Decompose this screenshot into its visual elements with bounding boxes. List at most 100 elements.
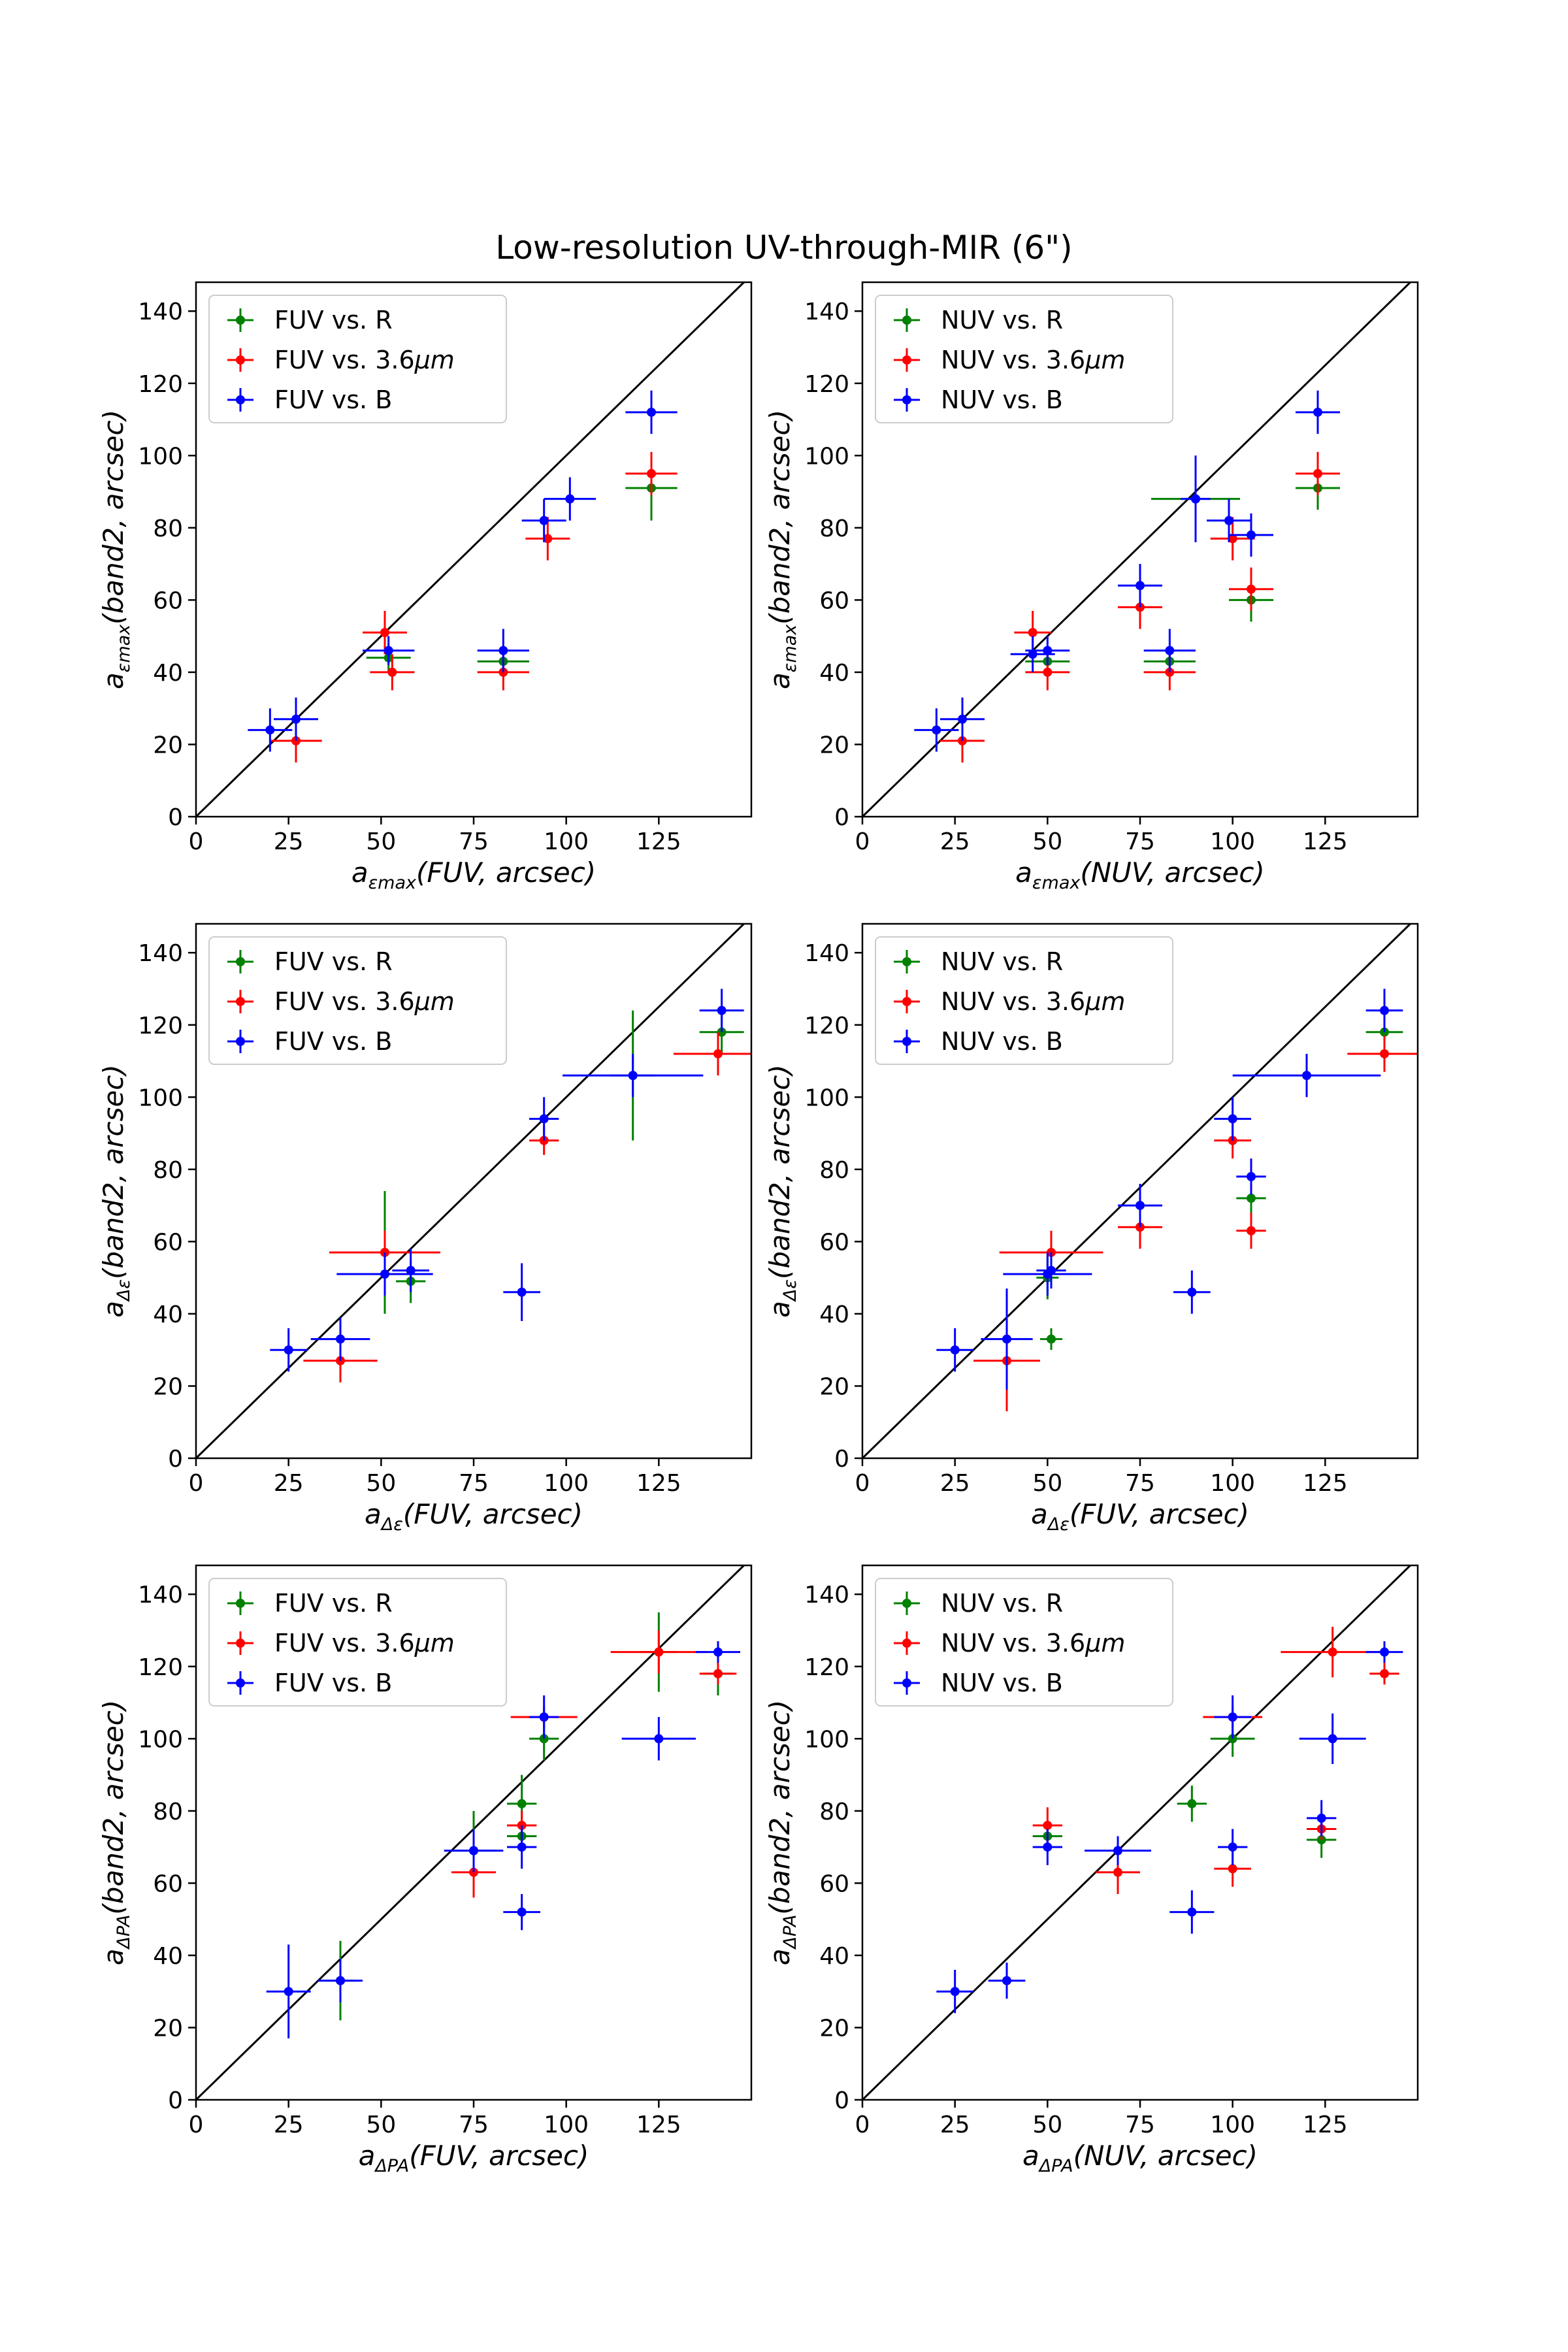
y-tick-label: 60 bbox=[153, 1229, 183, 1256]
legend-label: FUV vs. B bbox=[274, 1027, 392, 1056]
series-fuv-vs-b bbox=[266, 1641, 740, 2039]
point-marker bbox=[1187, 1287, 1197, 1297]
y-tick-label: 20 bbox=[819, 2015, 849, 2042]
data-point bbox=[696, 1641, 740, 1663]
y-tick-label: 40 bbox=[153, 1943, 183, 1970]
legend-box bbox=[875, 1578, 1173, 1707]
point-marker bbox=[1380, 1049, 1389, 1058]
legend-entry: FUV vs. R bbox=[227, 947, 393, 976]
data-point bbox=[266, 1944, 311, 2039]
legend-marker bbox=[236, 316, 245, 325]
y-tick-label: 0 bbox=[834, 1446, 849, 1473]
point-marker bbox=[1043, 1820, 1053, 1830]
point-marker bbox=[1002, 1976, 1011, 1985]
point-marker bbox=[932, 725, 941, 735]
point-marker bbox=[336, 1976, 345, 1985]
point-marker bbox=[1228, 534, 1237, 544]
figure-suptitle: Low-resolution UV-through-MIR (6") bbox=[495, 229, 1072, 267]
series-nuv-vs-b bbox=[936, 1641, 1403, 2014]
x-tick-label: 25 bbox=[940, 1470, 970, 1497]
data-point bbox=[270, 1328, 307, 1372]
legend-label: NUV vs. R bbox=[941, 306, 1063, 335]
y-tick-label: 40 bbox=[153, 1301, 183, 1328]
point-marker bbox=[517, 1907, 527, 1917]
x-tick-label: 125 bbox=[636, 2112, 681, 2138]
legend-entry: NUV vs. B bbox=[894, 1669, 1063, 1697]
data-point bbox=[1177, 1786, 1207, 1822]
legend-marker bbox=[902, 957, 911, 966]
x-tick-label: 0 bbox=[855, 1470, 870, 1497]
data-point bbox=[248, 708, 293, 752]
y-axis-label: aΔPA(band2, arcsec) bbox=[97, 1700, 134, 1965]
panel-6: 0 25 50 75 100 125 0 20 40 60 80 100 120 140 aΔPA(NUV,… bbox=[764, 1564, 1419, 2176]
data-point bbox=[444, 1829, 504, 1872]
data-point bbox=[988, 1962, 1026, 1999]
legend-label: NUV vs. R bbox=[941, 947, 1063, 976]
legend-entry: FUV vs. B bbox=[227, 385, 392, 414]
point-marker bbox=[1113, 1846, 1122, 1855]
data-point bbox=[610, 1630, 707, 1674]
point-marker bbox=[1302, 1071, 1311, 1081]
y-tick-label: 80 bbox=[153, 515, 183, 542]
x-tick-label: 125 bbox=[636, 828, 681, 855]
data-point bbox=[507, 1825, 537, 1869]
point-marker bbox=[1380, 1005, 1389, 1015]
legend-entry: FUV vs. 3.6μm bbox=[227, 1629, 455, 1658]
legend-label: NUV vs. 3.6μm bbox=[941, 346, 1125, 374]
y-tick-label: 20 bbox=[153, 732, 183, 759]
legend-label: FUV vs. 3.6μm bbox=[274, 987, 455, 1016]
legend-label: FUV vs. B bbox=[274, 1669, 392, 1697]
data-point bbox=[1036, 1252, 1066, 1289]
legend-box bbox=[875, 936, 1173, 1065]
point-marker bbox=[517, 1799, 527, 1808]
point-marker bbox=[291, 714, 301, 724]
x-tick-label: 75 bbox=[1125, 2112, 1155, 2138]
x-tick-label: 125 bbox=[1303, 2112, 1348, 2138]
data-point bbox=[529, 1097, 559, 1141]
x-tick-label: 50 bbox=[366, 828, 396, 855]
data-point bbox=[699, 988, 744, 1032]
data-point bbox=[392, 1249, 429, 1292]
point-marker bbox=[1043, 645, 1053, 655]
data-point bbox=[363, 636, 415, 665]
point-marker bbox=[265, 725, 275, 735]
panel-2: 0 25 50 75 100 125 0 20 40 60 80 100 120 140 aεmax(NUV… bbox=[764, 281, 1419, 893]
y-tick-label: 120 bbox=[138, 1013, 183, 1039]
y-tick-label: 40 bbox=[819, 1943, 849, 1970]
data-point bbox=[1214, 1695, 1251, 1739]
legend-marker bbox=[902, 1678, 911, 1688]
x-tick-label: 25 bbox=[940, 828, 970, 855]
legend-entry: FUV vs. 3.6μm bbox=[227, 346, 455, 374]
data-point bbox=[1214, 1097, 1251, 1141]
data-point bbox=[1229, 513, 1273, 557]
data-point bbox=[1229, 567, 1273, 611]
y-axis-label: aεmax(band2, arcsec) bbox=[97, 410, 134, 689]
y-tick-label: 140 bbox=[138, 1582, 183, 1609]
x-tick-label: 100 bbox=[544, 1470, 589, 1497]
x-tick-label: 50 bbox=[1032, 2112, 1062, 2138]
legend-entry: FUV vs. 3.6μm bbox=[227, 987, 455, 1016]
legend-entry: FUV vs. R bbox=[227, 306, 393, 335]
series-fuv-vs-b bbox=[248, 390, 678, 752]
panel-5: 0 25 50 75 100 125 0 20 40 60 80 100 120 140 aΔPA(FUV,… bbox=[97, 1564, 753, 2176]
point-marker bbox=[950, 1987, 960, 1997]
data-point bbox=[310, 1317, 370, 1361]
data-point bbox=[318, 1959, 363, 2002]
data-point bbox=[1347, 1036, 1418, 1072]
point-marker bbox=[654, 1734, 664, 1744]
point-marker bbox=[1047, 1266, 1056, 1275]
point-marker bbox=[469, 1846, 478, 1855]
point-marker bbox=[628, 1071, 638, 1081]
data-point bbox=[1236, 1213, 1266, 1249]
one-to-one-line bbox=[862, 1565, 1411, 2100]
legend-entry: NUV vs. B bbox=[894, 385, 1063, 414]
point-marker bbox=[284, 1345, 293, 1355]
y-tick-label: 0 bbox=[168, 2087, 183, 2114]
point-marker bbox=[336, 1334, 345, 1344]
y-tick-label: 80 bbox=[819, 1157, 849, 1184]
point-marker bbox=[1028, 649, 1037, 659]
legend-entry: NUV vs. R bbox=[894, 306, 1063, 335]
data-point bbox=[1173, 1270, 1211, 1314]
data-point bbox=[1365, 1641, 1403, 1663]
legend-label: FUV vs. R bbox=[274, 306, 393, 335]
